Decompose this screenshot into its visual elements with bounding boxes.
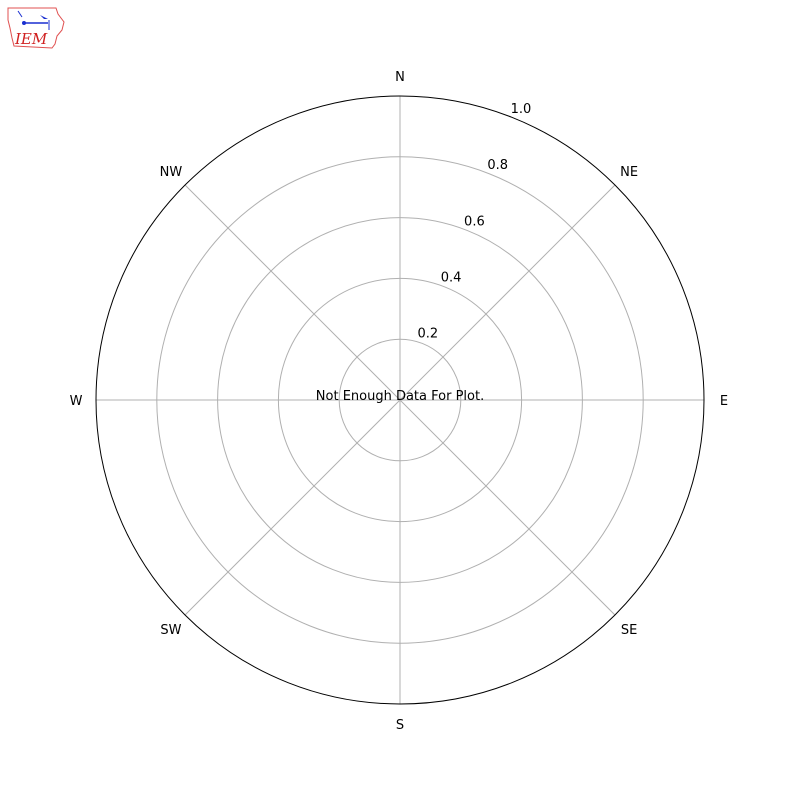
direction-label-n: N (395, 70, 405, 85)
ring-0.4 (277, 277, 523, 523)
spoke-se (399, 399, 616, 616)
direction-label-sw: SW (160, 623, 181, 638)
no-data-message: Not Enough Data For Plot. (316, 389, 484, 404)
direction-label-s: S (396, 718, 404, 733)
logo-text: IEM (14, 30, 48, 48)
spoke-ne (399, 184, 616, 401)
spoke-sw (184, 399, 401, 616)
radial-tick-label: 0.4 (441, 271, 462, 286)
radial-tick-label: 0.6 (464, 214, 485, 229)
radial-tick-label: 0.2 (418, 327, 439, 342)
spoke-nw (184, 184, 401, 401)
iem-logo: IEM (7, 7, 65, 49)
radial-tick-label: 1.0 (511, 102, 532, 117)
ring-0.8 (156, 156, 644, 644)
ring-1 (95, 95, 705, 705)
ring-0.6 (217, 217, 583, 583)
direction-label-nw: NW (160, 165, 183, 180)
radial-tick-label: 0.8 (487, 158, 508, 173)
ring-0.2 (338, 338, 462, 462)
direction-label-ne: NE (620, 165, 638, 180)
direction-label-se: SE (621, 623, 637, 638)
direction-label-w: W (70, 394, 83, 409)
direction-label-e: E (720, 394, 728, 409)
